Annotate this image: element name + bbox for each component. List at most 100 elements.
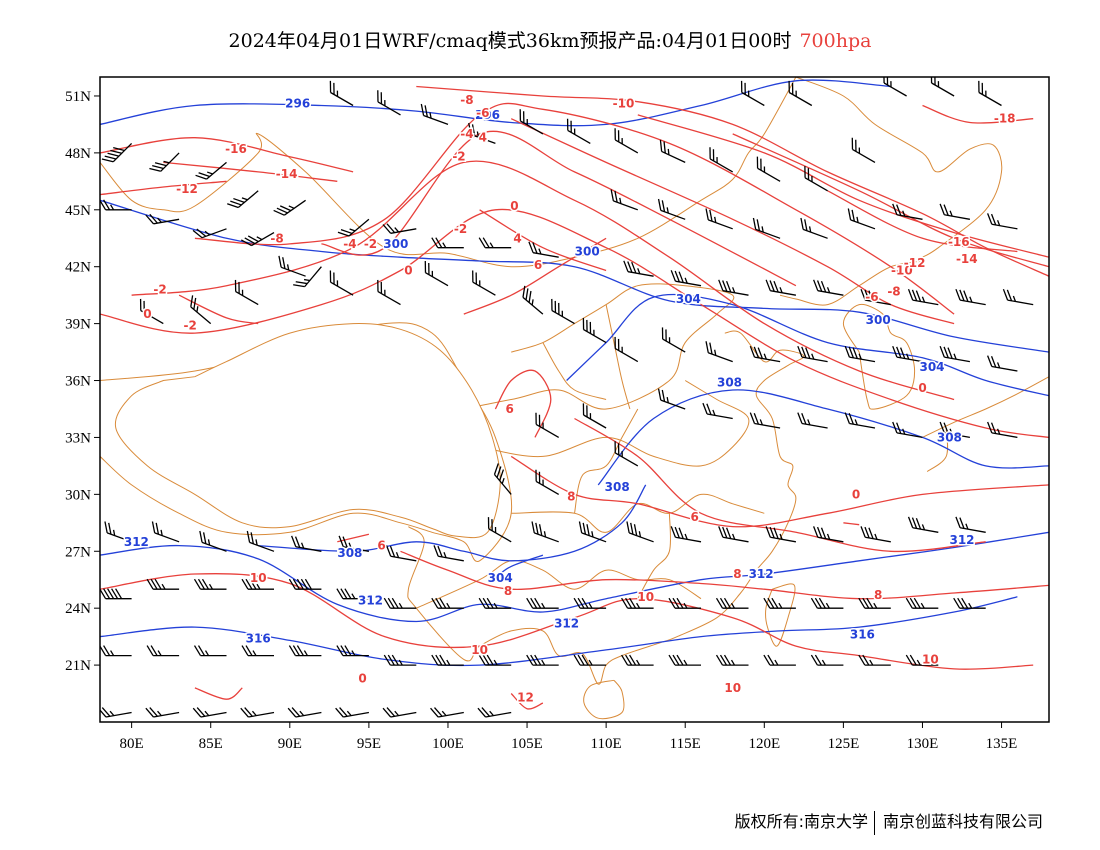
wind-barb bbox=[797, 412, 828, 429]
wind-barb bbox=[192, 707, 227, 718]
wind-barb-full-feather bbox=[630, 522, 634, 535]
wind-barb-full-feather bbox=[862, 597, 870, 609]
temperature-contour-label: -8 bbox=[460, 93, 473, 107]
wind-barb-full-feather bbox=[475, 272, 477, 285]
wind-barb-staff bbox=[390, 555, 417, 562]
wind-barb bbox=[336, 645, 369, 657]
wind-barb-half-feather bbox=[732, 533, 736, 540]
wind-barb-full-feather bbox=[866, 597, 874, 609]
height-contour bbox=[100, 79, 891, 127]
wind-barb-full-feather bbox=[486, 654, 494, 666]
temperature-contour bbox=[732, 133, 1049, 268]
wind-barb-full-feather bbox=[227, 203, 239, 209]
wind-barb-full-feather bbox=[431, 597, 439, 609]
wind-barb-full-feather bbox=[291, 535, 297, 548]
wind-barb-full-feather bbox=[150, 645, 158, 656]
wind-barb-full-feather bbox=[103, 199, 111, 211]
wind-barb-full-feather bbox=[249, 578, 257, 590]
wind-barb-staff bbox=[896, 356, 923, 363]
wind-barb bbox=[195, 161, 227, 180]
height-contour bbox=[495, 554, 544, 579]
wind-barb-half-feather bbox=[541, 602, 546, 609]
wind-barb bbox=[614, 336, 639, 363]
wind-barb-staff bbox=[852, 148, 876, 163]
temperature-contour-label: 0 bbox=[918, 381, 926, 395]
wind-barb-full-feather bbox=[987, 421, 993, 434]
wind-barb-staff bbox=[470, 133, 496, 145]
wind-barb-staff bbox=[520, 120, 544, 135]
wind-barb bbox=[383, 654, 417, 666]
wind-barb-full-feather bbox=[627, 261, 633, 273]
wind-barb-staff bbox=[931, 82, 955, 97]
wind-barb-full-feather bbox=[672, 597, 680, 609]
wind-barb bbox=[424, 261, 449, 287]
wind-barb bbox=[273, 199, 306, 216]
wind-barb-full-feather bbox=[905, 597, 913, 609]
wind-barb-staff bbox=[535, 480, 560, 495]
wind-barb-half-feather bbox=[763, 166, 766, 173]
wind-barb-full-feather bbox=[382, 707, 392, 718]
wind-barb-staff bbox=[754, 356, 781, 363]
wind-barb-full-feather bbox=[899, 347, 906, 359]
wind-barb-full-feather bbox=[773, 280, 779, 293]
wind-barb-half-feather bbox=[667, 148, 670, 155]
wind-barb-full-feather bbox=[437, 545, 443, 558]
wind-barb-full-feather bbox=[911, 289, 918, 302]
wind-barb bbox=[756, 156, 781, 182]
wind-barb-full-feather bbox=[848, 413, 854, 425]
wind-barb-full-feather bbox=[915, 518, 922, 530]
wind-barb-half-feather bbox=[826, 287, 831, 294]
wind-barb-staff bbox=[708, 352, 733, 363]
lon-tick-label: 105E bbox=[511, 736, 543, 752]
wind-barb-full-feather bbox=[820, 280, 827, 293]
wind-barb-half-feather bbox=[531, 299, 534, 306]
wind-barb-staff bbox=[201, 541, 227, 552]
wind-barb-half-feather bbox=[821, 659, 826, 666]
temperature-contour-label: 8 bbox=[874, 588, 882, 602]
wind-barb-staff bbox=[532, 252, 559, 258]
boundary-line bbox=[574, 408, 639, 514]
wind-barb bbox=[240, 707, 275, 718]
wind-barb-half-feather bbox=[398, 659, 403, 666]
wind-barb-staff bbox=[377, 291, 401, 306]
wind-barb-staff bbox=[154, 532, 180, 543]
temperature-contour-label: -12 bbox=[904, 256, 926, 270]
wind-barb-full-feather bbox=[573, 654, 581, 666]
wind-barb-full-feather bbox=[386, 707, 396, 717]
wind-barb-full-feather bbox=[478, 237, 486, 249]
wind-barb-half-feather bbox=[589, 413, 592, 420]
wind-barb bbox=[377, 279, 401, 306]
wind-barb-staff bbox=[348, 218, 370, 237]
wind-barb-full-feather bbox=[104, 521, 108, 534]
wind-barb-half-feather bbox=[493, 602, 498, 609]
wind-barb-staff bbox=[896, 214, 923, 220]
wind-barb bbox=[145, 707, 180, 718]
wind-barb-full-feather bbox=[718, 526, 724, 538]
wind-barb-staff bbox=[160, 152, 180, 172]
wind-barb-full-feather bbox=[907, 516, 914, 529]
lat-tick-label: 27N bbox=[65, 544, 91, 560]
wind-barb-full-feather bbox=[573, 597, 581, 609]
wind-barb bbox=[578, 521, 607, 543]
wind-barb bbox=[146, 645, 180, 657]
wind-barb bbox=[278, 255, 306, 277]
wind-barb-half-feather bbox=[446, 602, 451, 609]
wind-barb bbox=[907, 288, 939, 306]
wind-barb-full-feather bbox=[295, 281, 308, 285]
wind-barb bbox=[146, 578, 180, 590]
wind-barb-full-feather bbox=[196, 707, 206, 717]
wind-barb-staff bbox=[896, 432, 923, 439]
wind-barb-half-feather bbox=[384, 289, 386, 296]
wind-barb-half-feather bbox=[683, 602, 688, 609]
wind-barb-full-feather bbox=[193, 645, 202, 656]
wind-barb-half-feather bbox=[542, 422, 544, 429]
wind-barb-staff bbox=[817, 290, 844, 296]
wind-barb-staff bbox=[237, 190, 259, 209]
wind-barb-full-feather bbox=[813, 526, 819, 538]
wind-barb bbox=[765, 279, 797, 296]
wind-barb-staff bbox=[757, 167, 781, 182]
wind-barb bbox=[240, 232, 275, 247]
wind-barb-half-feather bbox=[446, 659, 451, 666]
wind-barb-half-feather bbox=[874, 296, 878, 303]
wind-barb-half-feather bbox=[1012, 295, 1017, 302]
